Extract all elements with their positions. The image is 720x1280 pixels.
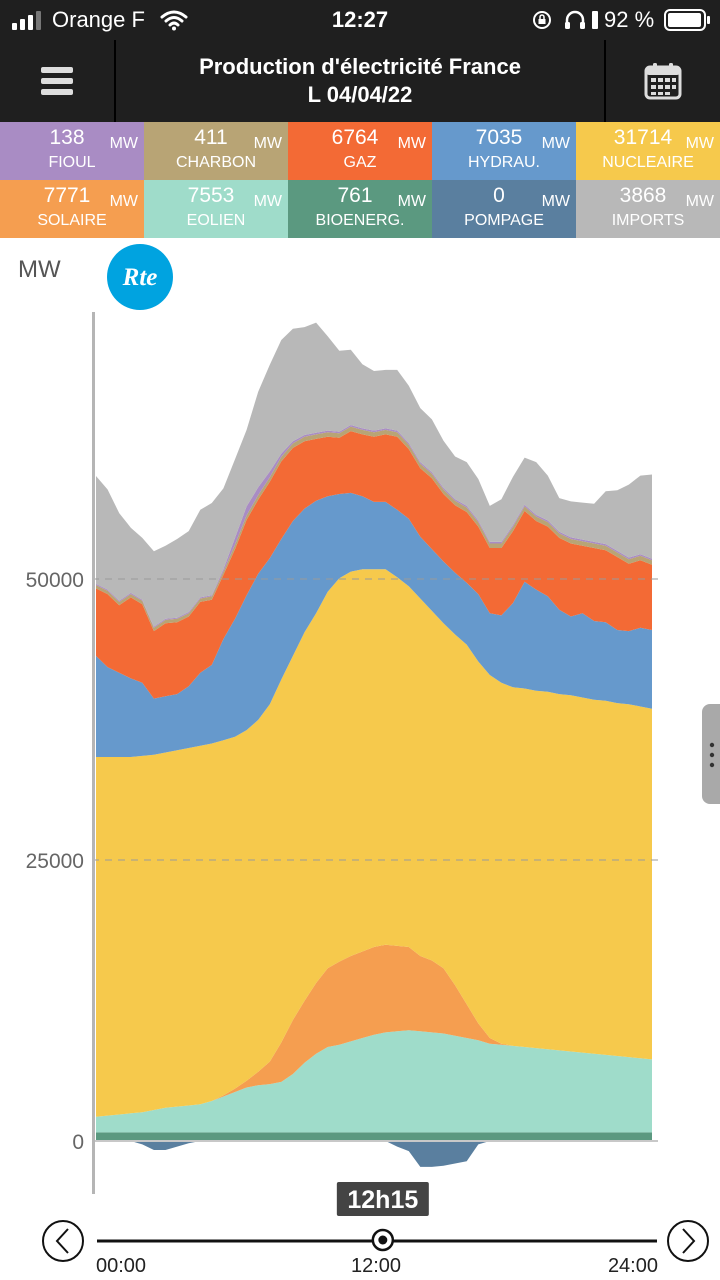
rte-logo-text: Rte bbox=[122, 264, 158, 291]
tile-value: 7553 bbox=[187, 184, 235, 207]
tile-value: 411 bbox=[194, 126, 228, 149]
timeline-tick-start: 00:00 bbox=[96, 1255, 146, 1277]
tile-label: IMPORTS bbox=[611, 212, 685, 229]
wifi-icon bbox=[160, 10, 188, 31]
y-axis-line bbox=[92, 312, 95, 1194]
tile-unit: MW bbox=[397, 193, 426, 210]
tile-unit: MW bbox=[109, 193, 138, 210]
production-area-chart: MW Rte 0 25000 50000 12h15 00:00 12:00 24:… bbox=[18, 244, 709, 1277]
status-bar: Orange F 12:27 92 % bbox=[0, 0, 720, 40]
tile-label: EOLIEN bbox=[186, 212, 246, 229]
current-time-label: 12h15 bbox=[336, 1182, 429, 1216]
chevron-left-icon bbox=[55, 1228, 69, 1254]
tile-solaire[interactable]: 7771 MW SOLAIRE bbox=[0, 180, 144, 238]
area-solaire bbox=[96, 944, 652, 1117]
battery-percent: 92 % bbox=[604, 7, 655, 32]
tile-value: 0 bbox=[493, 184, 505, 207]
battery-icon bbox=[664, 9, 710, 31]
tile-unit: MW bbox=[397, 135, 426, 152]
tile-unit: MW bbox=[541, 135, 570, 152]
vertical-dots-icon bbox=[709, 742, 715, 768]
tile-unit: MW bbox=[685, 135, 714, 152]
y-tick-label: 0 bbox=[72, 1131, 84, 1154]
side-panel-handle[interactable] bbox=[702, 704, 720, 804]
hamburger-menu-icon bbox=[41, 67, 73, 95]
page-title-date: L 04/04/22 bbox=[307, 82, 413, 107]
tile-label: FIOUL bbox=[48, 154, 96, 171]
tile-bioenerg[interactable]: 761 MW BIOENERG. bbox=[288, 180, 432, 238]
tile-value: 31714 bbox=[613, 126, 673, 149]
clock-time: 12:27 bbox=[331, 7, 389, 32]
tile-value: 7035 bbox=[475, 126, 523, 149]
tile-unit: MW bbox=[253, 135, 282, 152]
tile-eolien[interactable]: 7553 MW EOLIEN bbox=[144, 180, 288, 238]
charging-icon bbox=[592, 11, 598, 29]
tile-charbon[interactable]: 411 MW CHARBON bbox=[144, 122, 288, 180]
tile-label: BIOENERG. bbox=[315, 212, 405, 229]
page-title-line1: Production d'électricité France bbox=[199, 54, 521, 79]
current-time-label-text: 12h15 bbox=[347, 1186, 418, 1214]
y-axis-ticks: 0 25000 50000 bbox=[26, 569, 84, 1154]
tile-label: HYDRAU. bbox=[467, 154, 540, 171]
calendar-icon bbox=[644, 63, 682, 100]
tile-label: SOLAIRE bbox=[37, 212, 107, 229]
tile-value: 138 bbox=[49, 126, 85, 149]
area-eolien bbox=[96, 1030, 652, 1133]
tile-fioul[interactable]: 138 MW FIOUL bbox=[0, 122, 144, 180]
area-nucleaire bbox=[96, 569, 652, 1117]
timeline: 12h15 00:00 12:00 24:00 bbox=[42, 1182, 709, 1277]
tile-label: POMPAGE bbox=[464, 212, 544, 229]
tile-value: 761 bbox=[337, 184, 373, 207]
tile-unit: MW bbox=[253, 193, 282, 210]
tile-value: 6764 bbox=[331, 126, 379, 149]
timeline-tick-mid: 12:00 bbox=[351, 1255, 401, 1277]
y-tick-label: 25000 bbox=[26, 850, 84, 873]
area-pompage bbox=[96, 1141, 652, 1167]
menu-button[interactable] bbox=[0, 40, 116, 122]
rte-logo: Rte bbox=[107, 244, 173, 310]
calendar-button[interactable] bbox=[604, 40, 720, 122]
tile-label: NUCLEAIRE bbox=[602, 154, 694, 171]
tile-label: CHARBON bbox=[175, 154, 256, 171]
tile-gaz[interactable]: 6764 MW GAZ bbox=[288, 122, 432, 180]
tile-unit: MW bbox=[109, 135, 138, 152]
app-header: Production d'électricité France L 04/04/… bbox=[0, 40, 720, 122]
next-day-button[interactable] bbox=[667, 1220, 709, 1262]
page-title: Production d'électricité France L 04/04/… bbox=[116, 40, 604, 122]
timeline-tick-end: 24:00 bbox=[608, 1255, 658, 1277]
tile-nucleaire[interactable]: 31714 MW NUCLEAIRE bbox=[576, 122, 720, 180]
production-summary-tiles: 138 MW FIOUL 411 MW CHARBON 6764 MW GAZ 7035 MW HYD… bbox=[0, 122, 720, 238]
timeline-slider-handle[interactable] bbox=[371, 1228, 395, 1252]
tile-value: 7771 bbox=[43, 184, 91, 207]
y-axis-unit-label: MW bbox=[18, 256, 61, 283]
signal-icon bbox=[12, 11, 41, 30]
tile-unit: MW bbox=[685, 193, 714, 210]
tile-label: GAZ bbox=[343, 154, 377, 171]
tile-hydrau[interactable]: 7035 MW HYDRAU. bbox=[432, 122, 576, 180]
area-gaz bbox=[96, 431, 652, 699]
stacked-areas bbox=[96, 322, 652, 1167]
rotation-lock-icon bbox=[533, 11, 551, 29]
previous-day-button[interactable] bbox=[42, 1220, 84, 1262]
carrier-name: Orange F bbox=[52, 7, 145, 32]
tile-pompage[interactable]: 0 MW POMPAGE bbox=[432, 180, 576, 238]
gridlines bbox=[92, 578, 658, 1142]
tile-value: 3868 bbox=[619, 184, 667, 207]
area-bioenerg bbox=[96, 1132, 652, 1141]
area-imports bbox=[96, 322, 652, 627]
tile-imports[interactable]: 3868 MW IMPORTS bbox=[576, 180, 720, 238]
headphones-icon bbox=[565, 10, 585, 29]
tile-unit: MW bbox=[541, 193, 570, 210]
chevron-right-icon bbox=[682, 1228, 696, 1254]
area-hydrau bbox=[96, 492, 652, 757]
y-tick-label: 50000 bbox=[26, 569, 84, 592]
